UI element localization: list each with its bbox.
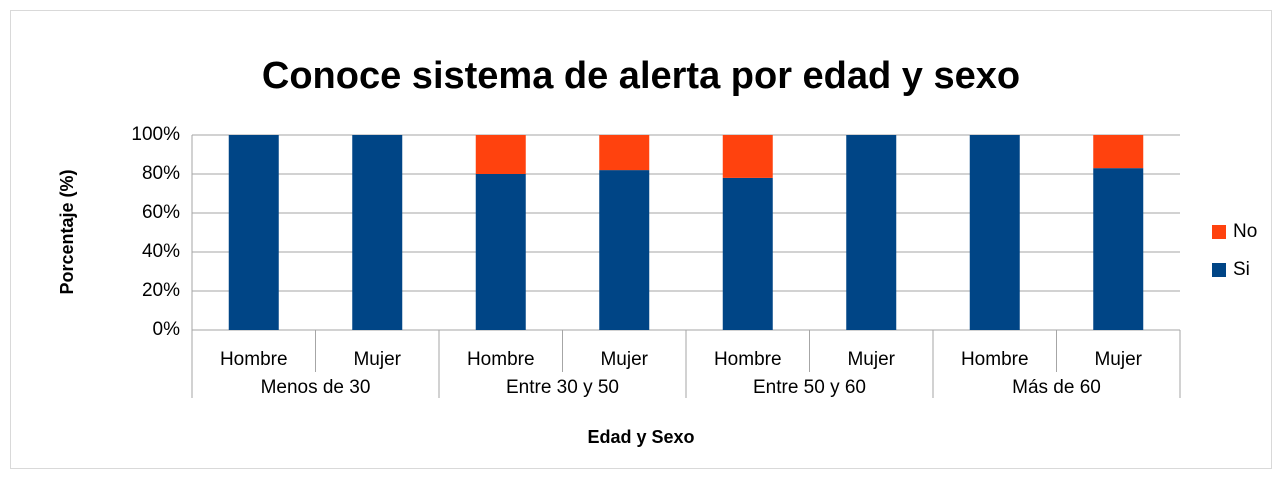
y-tick-label: 100% xyxy=(131,124,180,145)
x-tick-label: Hombre xyxy=(714,349,782,370)
x-tick-label: Mujer xyxy=(1094,349,1142,370)
bar-segment xyxy=(722,135,773,178)
chart-title: Conoce sistema de alerta por edad y sexo xyxy=(262,55,1020,97)
x-group-label: Menos de 30 xyxy=(261,377,371,398)
y-axis-title: Porcentaje (%) xyxy=(57,169,77,294)
x-tick-label: Mujer xyxy=(353,349,401,370)
bar-segment xyxy=(722,177,773,330)
x-group-label: Entre 30 y 50 xyxy=(506,377,619,398)
bar-segment xyxy=(1093,135,1144,169)
bar-segment xyxy=(1093,168,1144,330)
x-axis-title: Edad y Sexo xyxy=(587,427,694,447)
bar-segment xyxy=(599,170,650,330)
legend-swatch xyxy=(1212,225,1226,239)
y-tick-label: 60% xyxy=(142,202,180,223)
y-tick-label: 80% xyxy=(142,163,180,184)
bar-segment xyxy=(228,135,279,330)
bar-segment xyxy=(352,135,403,330)
x-tick-label: Hombre xyxy=(467,349,535,370)
legend-swatch xyxy=(1212,263,1226,277)
y-tick-label: 0% xyxy=(153,319,181,340)
x-group-label: Entre 50 y 60 xyxy=(753,377,866,398)
bar-segment xyxy=(969,135,1020,330)
y-tick-label: 20% xyxy=(142,280,180,301)
x-tick-label: Hombre xyxy=(220,349,288,370)
legend-label: No xyxy=(1233,221,1257,242)
bar-segment xyxy=(846,135,897,330)
x-tick-label: Hombre xyxy=(961,349,1029,370)
x-tick-label: Mujer xyxy=(847,349,895,370)
legend-label: Si xyxy=(1233,259,1250,280)
y-tick-label: 40% xyxy=(142,241,180,262)
bar-segment xyxy=(599,135,650,171)
bar-segment xyxy=(475,135,526,174)
x-group-label: Más de 60 xyxy=(1012,377,1101,398)
x-tick-label: Mujer xyxy=(600,349,648,370)
bar-segment xyxy=(475,174,526,330)
